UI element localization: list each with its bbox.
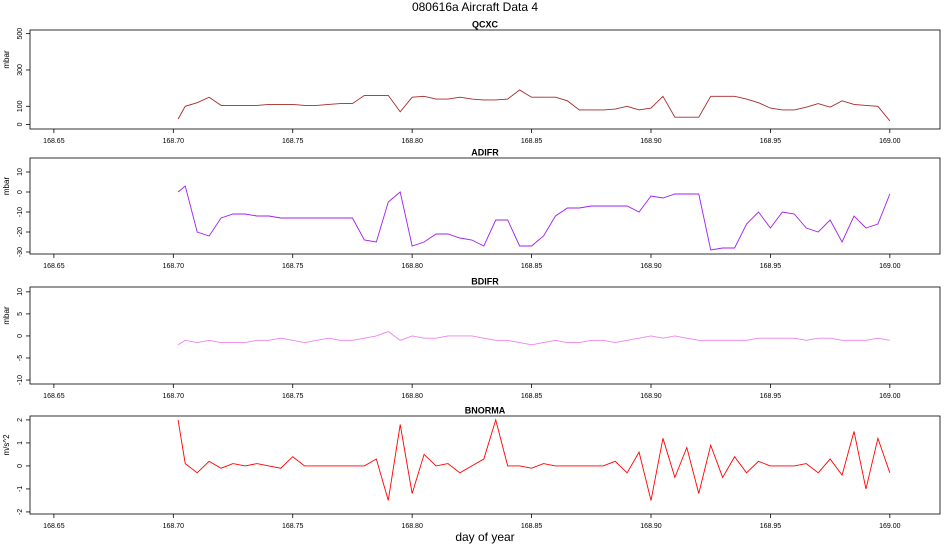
- y-tick-label: 500: [17, 28, 24, 40]
- panel-title: BNORMA: [465, 405, 506, 415]
- x-tick-label: 168.65: [43, 138, 65, 145]
- y-tick-label: 0: [17, 122, 24, 126]
- x-tick-label: 168.85: [521, 263, 543, 270]
- x-tick-label: 168.80: [401, 393, 423, 400]
- y-tick-label: 0: [17, 464, 24, 468]
- y-tick-label: -5: [17, 355, 24, 361]
- figure-title: 080616a Aircraft Data 4: [412, 0, 538, 14]
- x-tick-label: 168.90: [640, 393, 662, 400]
- x-tick-label: 168.75: [282, 523, 304, 530]
- x-tick-label: 168.85: [521, 138, 543, 145]
- y-axis-label: mbar: [2, 50, 11, 69]
- y-tick-label: -10: [17, 207, 24, 217]
- x-tick-label: 168.80: [401, 138, 423, 145]
- x-tick-label: 168.90: [640, 138, 662, 145]
- data-line: [177, 331, 890, 346]
- x-tick-label: 168.65: [43, 523, 65, 530]
- plot-frame: [29, 157, 941, 255]
- y-tick-label: 1: [17, 441, 24, 445]
- x-tick-label: 168.75: [282, 263, 304, 270]
- x-tick-label: 169.00: [879, 523, 901, 530]
- x-tick-label: 168.70: [163, 263, 185, 270]
- x-tick-label: 169.00: [879, 138, 901, 145]
- y-tick-label: -1: [17, 486, 24, 492]
- x-tick-label: 169.00: [879, 263, 901, 270]
- x-tick-label: 168.65: [43, 393, 65, 400]
- y-axis-label: mbar: [2, 306, 11, 325]
- y-tick-label: 10: [17, 288, 24, 296]
- x-tick-label: 168.75: [282, 393, 304, 400]
- y-tick-label: -10: [17, 375, 24, 385]
- y-tick-label: 300: [17, 64, 24, 76]
- y-tick-label: 5: [17, 312, 24, 316]
- y-tick-label: 0: [17, 190, 24, 194]
- x-tick-label: 168.90: [640, 263, 662, 270]
- y-tick-label: -20: [17, 227, 24, 237]
- x-tick-label: 168.70: [163, 523, 185, 530]
- x-tick-label: 168.95: [760, 393, 782, 400]
- x-tick-label: 168.75: [282, 138, 304, 145]
- x-tick-label: 168.95: [760, 263, 782, 270]
- x-tick-label: 168.85: [521, 523, 543, 530]
- x-tick-label: 168.95: [760, 138, 782, 145]
- plot-frame: [29, 286, 941, 385]
- plot-frame: [29, 415, 941, 515]
- y-tick-label: 10: [17, 168, 24, 176]
- plot-frame: [29, 29, 941, 130]
- x-tick-label: 168.95: [760, 523, 782, 530]
- y-axis-label: m/s^2: [2, 434, 11, 456]
- panel-title: BDIFR: [471, 276, 499, 286]
- data-line: [177, 185, 891, 251]
- x-tick-label: 168.70: [163, 393, 185, 400]
- y-tick-label: -30: [17, 247, 24, 257]
- data-line: [177, 89, 891, 122]
- panel-title: QCXC: [472, 19, 499, 29]
- x-tick-label: 168.80: [401, 523, 423, 530]
- y-tick-label: 100: [17, 100, 24, 112]
- y-tick-label: 2: [17, 418, 24, 422]
- y-tick-label: -2: [17, 509, 24, 515]
- x-tick-label: 168.70: [163, 138, 185, 145]
- x-tick-label: 168.80: [401, 263, 423, 270]
- x-tick-label: 168.90: [640, 523, 662, 530]
- x-tick-label: 169.00: [879, 393, 901, 400]
- y-axis-label: mbar: [2, 177, 11, 196]
- y-tick-label: 0: [17, 334, 24, 338]
- x-tick-label: 168.85: [521, 393, 543, 400]
- panel-title: ADIFR: [471, 147, 499, 157]
- x-axis-label: day of year: [455, 530, 514, 544]
- x-tick-label: 168.65: [43, 263, 65, 270]
- data-line: [177, 418, 891, 501]
